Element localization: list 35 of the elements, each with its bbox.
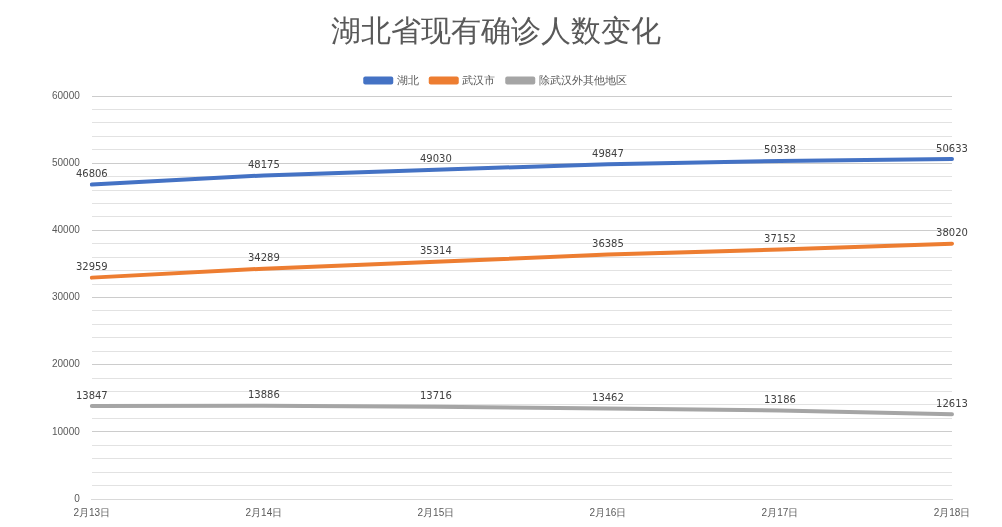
data-label: 49030 [419, 153, 452, 165]
x-tick-label: 2月15日 [417, 506, 455, 518]
x-tick-label: 2月18日 [933, 506, 971, 518]
data-label: 13462 [592, 392, 624, 404]
legend-label: 武汉市 [462, 73, 496, 86]
legend-label: 湖北 [396, 73, 419, 86]
data-label: 38020 [936, 227, 968, 239]
data-label: 46806 [75, 168, 108, 180]
data-label: 48175 [247, 159, 280, 171]
data-label: 34289 [247, 252, 280, 264]
chart-title: 湖北省现有确诊人数变化 [331, 12, 661, 48]
data-label: 32959 [75, 261, 108, 273]
data-label: 13716 [419, 390, 452, 402]
y-tick-label: 30000 [52, 291, 81, 303]
x-tick-label: 2月14日 [245, 506, 283, 518]
data-label: 12613 [936, 397, 968, 409]
y-tick-label: 10000 [52, 425, 81, 437]
data-label: 37152 [764, 233, 796, 245]
x-tick-label: 2月17日 [761, 506, 799, 518]
legend-label: 除武汉外其他地区 [538, 73, 627, 86]
data-label: 13847 [75, 389, 108, 401]
y-tick-label: 0 [74, 492, 81, 504]
data-label: 50338 [764, 144, 796, 156]
y-tick-label: 40000 [52, 224, 81, 236]
y-tick-label: 60000 [52, 89, 81, 101]
x-tick-label: 2月13日 [73, 506, 111, 518]
x-tick-label: 2月16日 [589, 506, 627, 518]
y-tick-label: 20000 [52, 358, 81, 370]
data-label: 35314 [419, 245, 452, 257]
data-label: 36385 [592, 238, 624, 250]
data-label: 13186 [764, 394, 796, 406]
y-tick-label: 50000 [52, 156, 81, 168]
data-label: 13886 [247, 389, 280, 401]
data-label: 49847 [592, 147, 624, 159]
data-label: 50633 [936, 142, 968, 154]
